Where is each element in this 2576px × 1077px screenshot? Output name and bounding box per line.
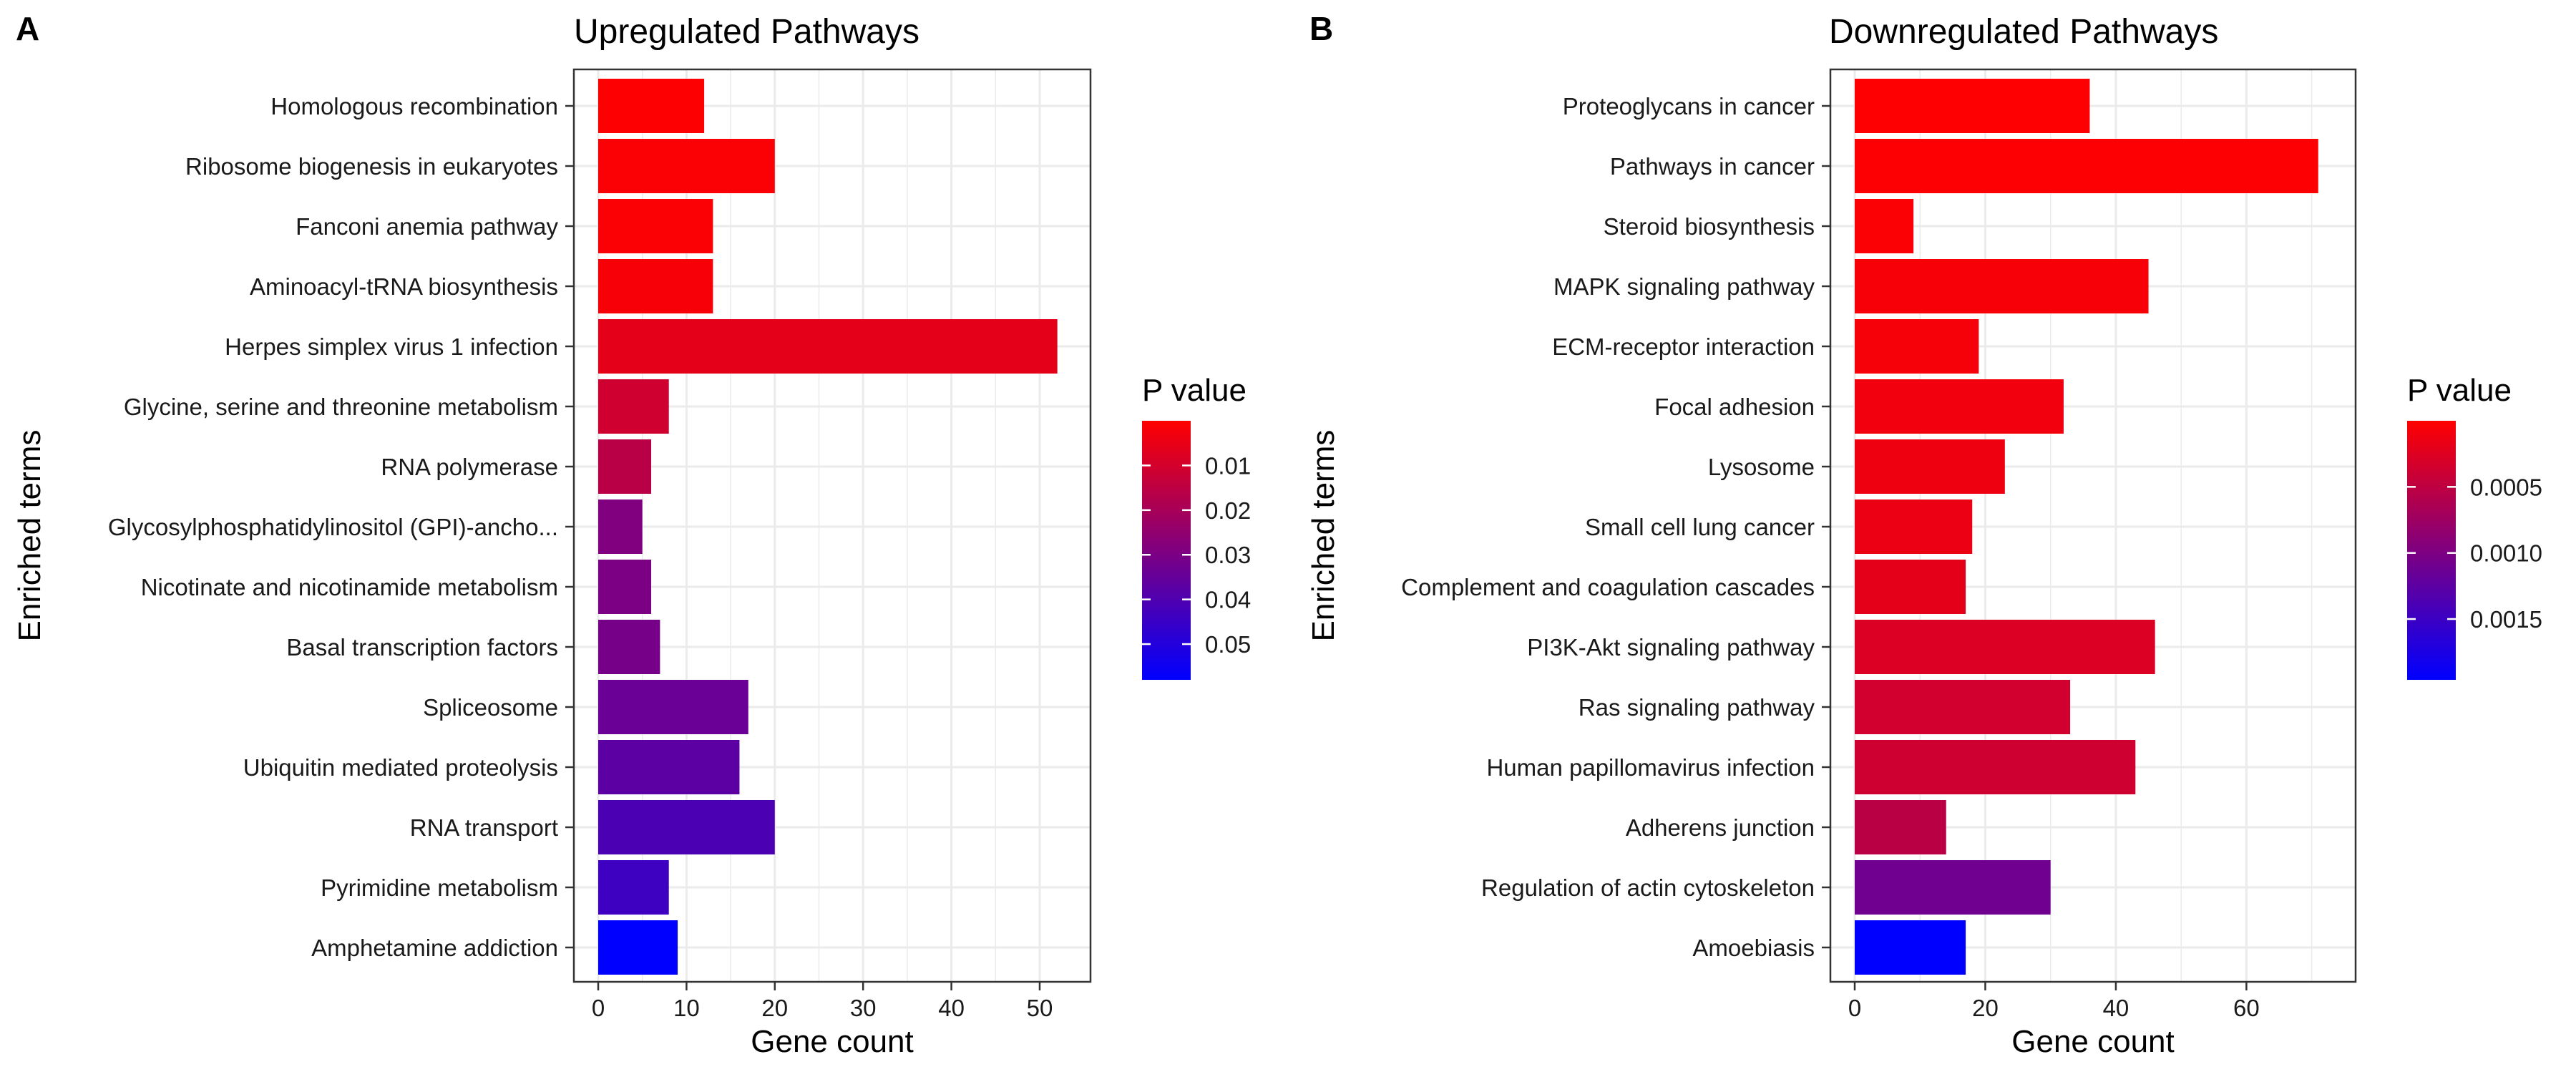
panel-A: A Upregulated Pathways Homologous recombin… <box>12 10 1251 1059</box>
x-tick-label: 0 <box>1848 995 1861 1021</box>
y-tick-label: Steroid biosynthesis <box>1604 213 1815 240</box>
bar-12 <box>598 740 740 794</box>
bar-9 <box>598 560 652 614</box>
y-tick-label: Pyrimidine metabolism <box>321 874 558 901</box>
colorbar-tick-label: 0.0010 <box>2470 540 2542 567</box>
colorbar-tick-label: 0.04 <box>1205 587 1251 613</box>
bar-8 <box>598 499 643 554</box>
colorbar-tick-label: 0.0015 <box>2470 606 2542 633</box>
y-tick-label: Amphetamine addiction <box>311 935 558 961</box>
bar-8 <box>1855 499 1973 554</box>
bar-6 <box>598 379 669 434</box>
bar-3 <box>598 199 713 253</box>
colorbar <box>1142 421 1191 680</box>
bar-1 <box>1855 79 2090 133</box>
y-tick-label: Glycosylphosphatidylinositol (GPI)-ancho… <box>108 514 558 540</box>
bar-1 <box>598 79 705 133</box>
bar-15 <box>598 920 678 975</box>
x-tick-label: 20 <box>1972 995 1999 1021</box>
bar-5 <box>598 319 1058 374</box>
colorbar-tick-label: 0.05 <box>1205 631 1251 658</box>
y-tick-label: PI3K-Akt signaling pathway <box>1527 634 1815 661</box>
legend: P value 0.0005 0.0010 0.0015 <box>2407 373 2542 680</box>
bar-9 <box>1855 560 1966 614</box>
y-tick-label: Glycine, serine and threonine metabolism <box>124 394 558 420</box>
legend-title: P value <box>2407 373 2512 408</box>
colorbar-tick-label: 0.02 <box>1205 497 1251 524</box>
bar-10 <box>1855 620 2155 674</box>
bar-4 <box>1855 259 2149 313</box>
x-tick-label: 30 <box>850 995 877 1021</box>
bar-6 <box>1855 379 2064 434</box>
colorbar-tick-label: 0.0005 <box>2470 474 2542 500</box>
y-tick-label: Regulation of actin cytoskeleton <box>1481 874 1815 901</box>
plot-border <box>572 68 1092 983</box>
y-tick-label: Proteoglycans in cancer <box>1563 93 1815 120</box>
chart-title: Downregulated Pathways <box>1829 13 2218 51</box>
y-tick-label: Pathways in cancer <box>1610 153 1815 180</box>
bar-13 <box>1855 800 1946 854</box>
bar-15 <box>1855 920 1966 975</box>
x-tick-label: 60 <box>2233 995 2260 1021</box>
y-tick-label: Nicotinate and nicotinamide metabolism <box>141 574 558 600</box>
colorbar-tick-label: 0.03 <box>1205 542 1251 568</box>
y-tick-label: Fanconi anemia pathway <box>296 213 558 240</box>
y-tick-label: MAPK signaling pathway <box>1553 273 1815 300</box>
x-tick-label: 0 <box>592 995 605 1021</box>
bar-12 <box>1855 740 2136 794</box>
colorbar <box>2407 421 2456 680</box>
y-tick-label: Small cell lung cancer <box>1585 514 1815 540</box>
y-tick-label: Aminoacyl-tRNA biosynthesis <box>250 273 558 300</box>
y-tick-label: Herpes simplex virus 1 infection <box>225 333 558 360</box>
y-tick-label: Homologous recombination <box>270 93 558 120</box>
y-axis-title: Enriched terms <box>1306 430 1341 642</box>
x-tick-label: 40 <box>2103 995 2129 1021</box>
x-axis-title: Gene count <box>2011 1024 2175 1059</box>
y-axis-title: Enriched terms <box>12 430 47 642</box>
x-tick-label: 20 <box>761 995 788 1021</box>
y-tick-label: Basal transcription factors <box>286 634 558 661</box>
y-tick-label: Ribosome biogenesis in eukaryotes <box>185 153 558 180</box>
y-tick-label: RNA transport <box>410 814 558 841</box>
y-tick-label: Human papillomavirus infection <box>1486 754 1815 781</box>
y-tick-label: Complement and coagulation cascades <box>1401 574 1815 600</box>
panel-B: B Downregulated Pathways Proteoglycans in … <box>1306 10 2542 1059</box>
legend: P value 0.01 0.02 0.03 0.04 0.05 <box>1142 373 1251 680</box>
bar-14 <box>1855 860 2051 915</box>
bar-14 <box>598 860 669 915</box>
y-tick-label: Lysosome <box>1708 454 1815 480</box>
bar-5 <box>1855 319 1979 374</box>
bar-4 <box>598 259 713 313</box>
y-tick-label: Ras signaling pathway <box>1579 694 1815 721</box>
x-tick-label: 10 <box>673 995 700 1021</box>
panel-label: A <box>16 10 39 47</box>
chart-title: Upregulated Pathways <box>574 13 919 51</box>
bar-7 <box>1855 439 2005 494</box>
x-axis-title: Gene count <box>751 1024 914 1059</box>
y-tick-label: Spliceosome <box>423 694 558 721</box>
bar-7 <box>598 439 652 494</box>
bar-13 <box>598 800 775 854</box>
bar-2 <box>1855 139 2318 193</box>
bar-11 <box>1855 680 2071 734</box>
colorbar-tick-label: 0.01 <box>1205 452 1251 479</box>
y-tick-label: Adherens junction <box>1626 814 1815 841</box>
plot-border <box>1829 68 2357 983</box>
y-tick-label: Ubiquitin mediated proteolysis <box>243 754 558 781</box>
y-tick-label: ECM-receptor interaction <box>1552 333 1815 360</box>
x-tick-label: 40 <box>938 995 965 1021</box>
y-tick-label: RNA polymerase <box>381 454 558 480</box>
panel-label: B <box>1309 10 1333 47</box>
bar-10 <box>598 620 660 674</box>
bar-2 <box>598 139 775 193</box>
x-tick-label: 50 <box>1027 995 1053 1021</box>
bar-3 <box>1855 199 1914 253</box>
y-tick-label: Amoebiasis <box>1692 935 1815 961</box>
bar-11 <box>598 680 748 734</box>
y-tick-label: Focal adhesion <box>1654 394 1815 420</box>
legend-title: P value <box>1142 373 1246 408</box>
